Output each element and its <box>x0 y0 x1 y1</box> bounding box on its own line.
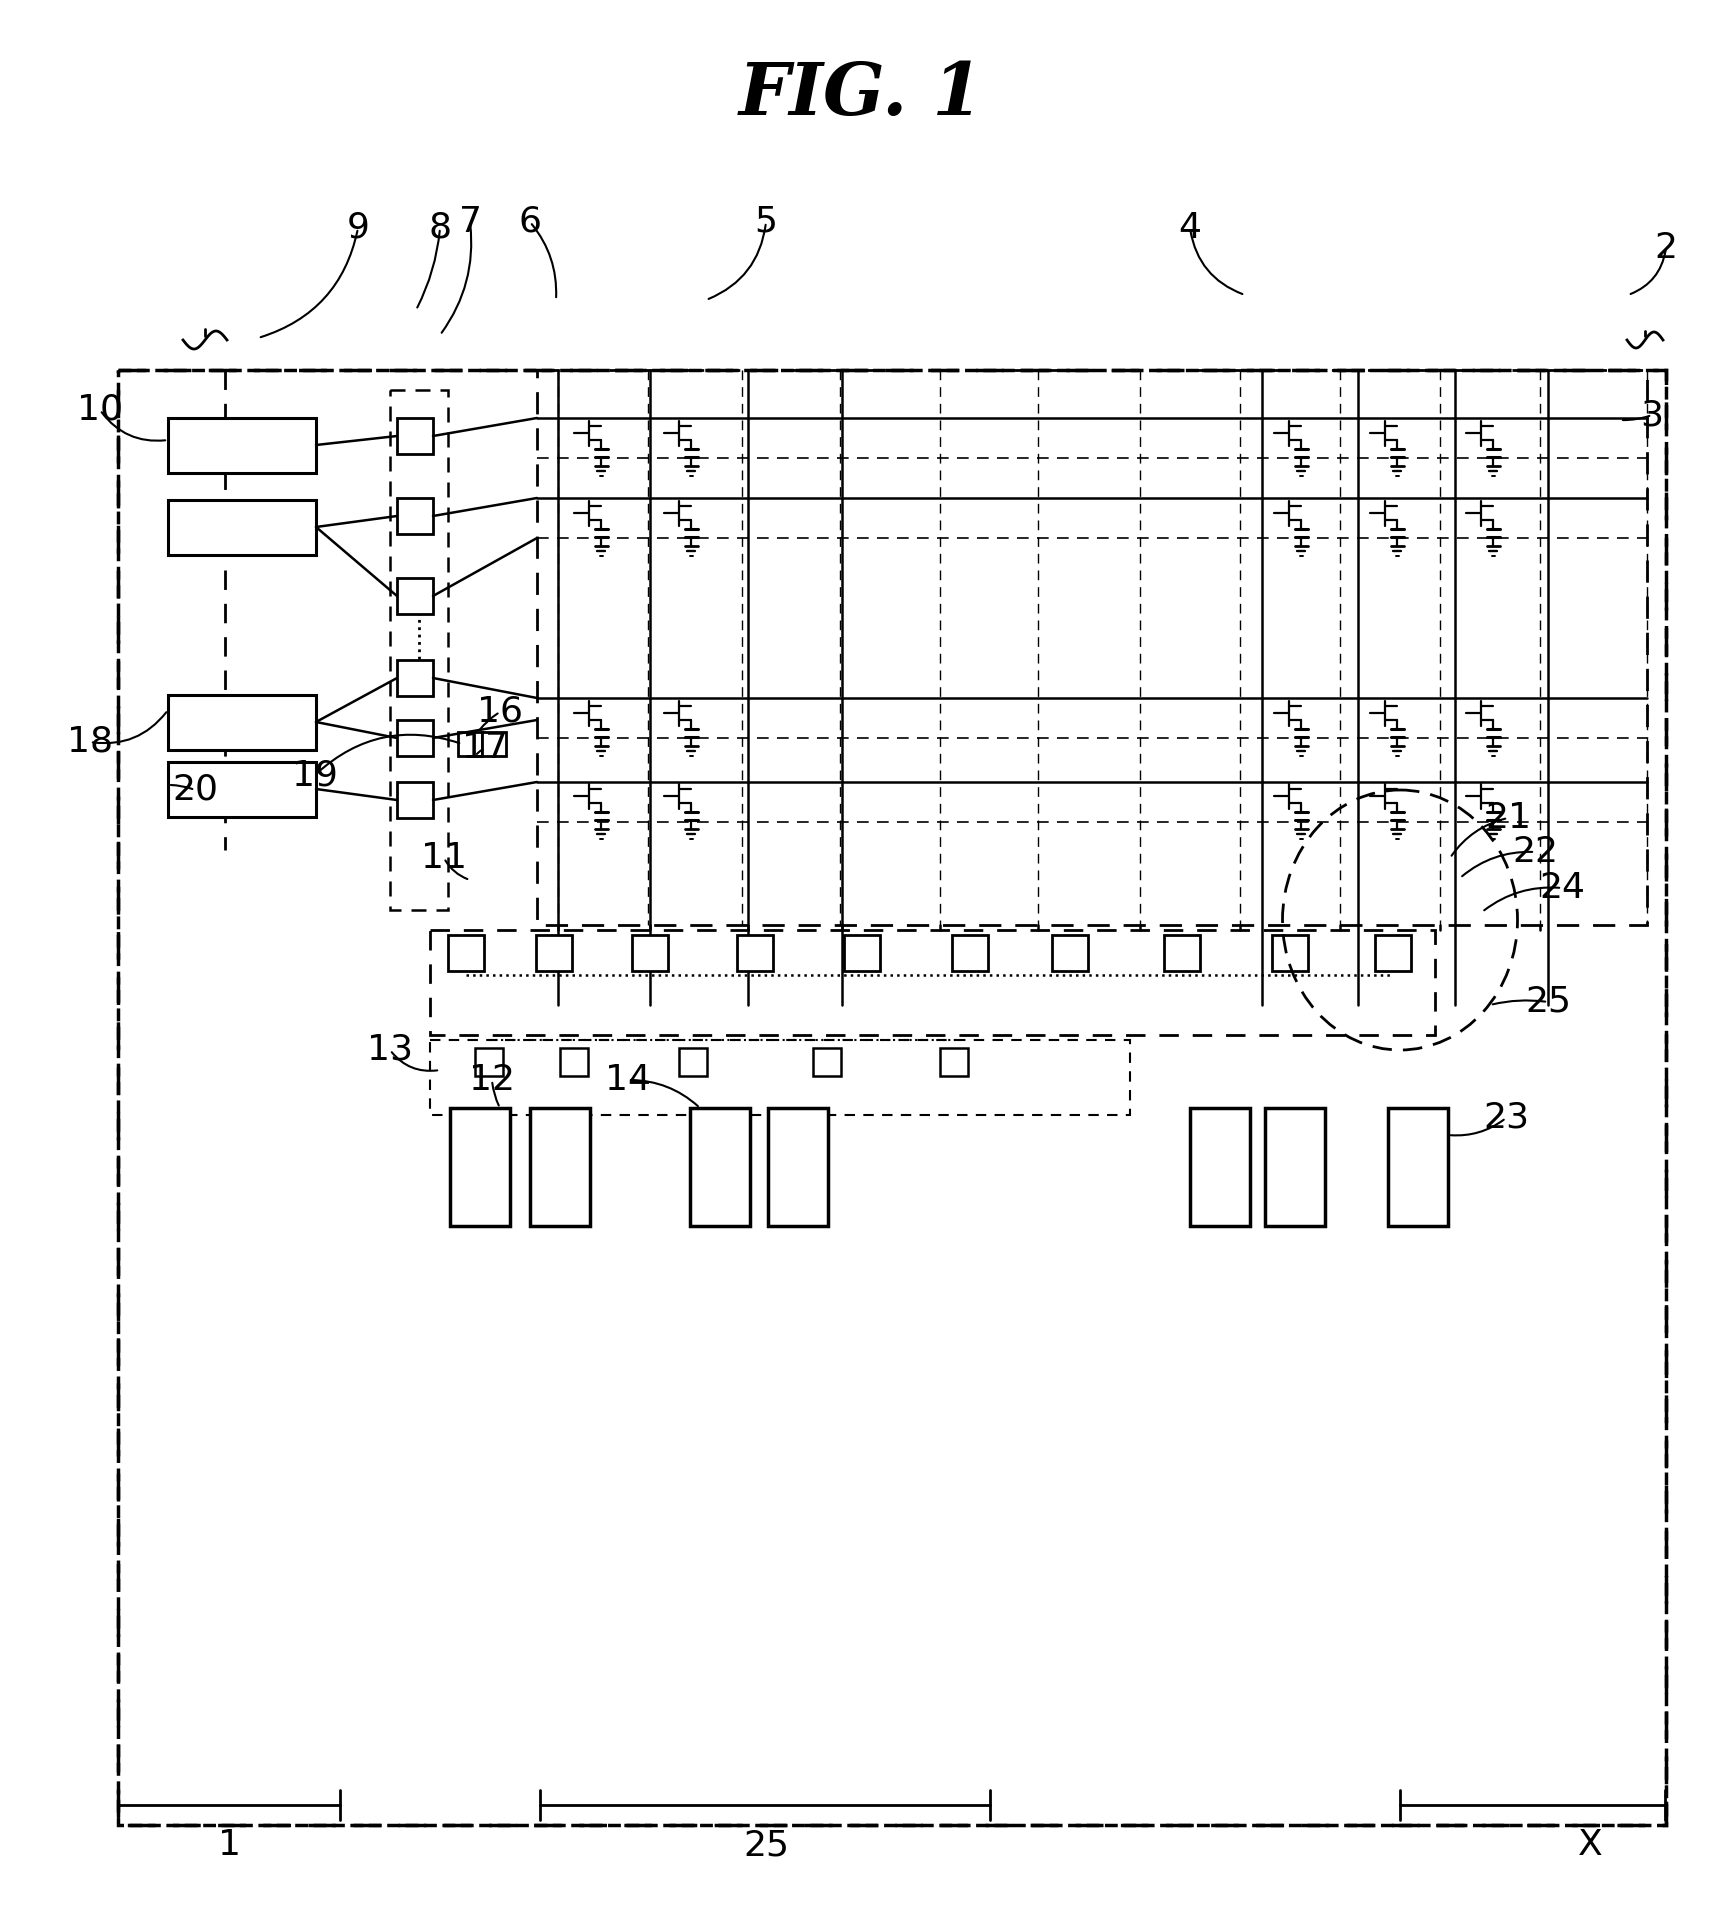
Bar <box>678 1047 708 1076</box>
Bar <box>737 935 773 972</box>
Text: 14: 14 <box>604 1063 651 1097</box>
Bar <box>482 732 506 755</box>
Bar <box>448 935 484 972</box>
Text: 25: 25 <box>1526 985 1570 1018</box>
Text: 22: 22 <box>1512 835 1558 869</box>
Text: 16: 16 <box>477 696 523 728</box>
Text: 25: 25 <box>742 1828 789 1862</box>
Bar <box>475 1047 503 1076</box>
Bar <box>536 935 572 972</box>
Bar <box>1052 935 1088 972</box>
Text: 13: 13 <box>367 1034 413 1066</box>
Bar <box>691 1107 751 1227</box>
Bar <box>952 935 988 972</box>
Bar <box>1164 935 1200 972</box>
Bar <box>1388 1107 1448 1227</box>
Text: 6: 6 <box>518 205 541 240</box>
Bar <box>449 1107 510 1227</box>
Text: 20: 20 <box>172 773 219 808</box>
Bar <box>537 371 1646 925</box>
Bar <box>844 935 880 972</box>
Bar <box>813 1047 840 1076</box>
Text: 2: 2 <box>1655 232 1677 265</box>
Text: FIG. 1: FIG. 1 <box>739 60 983 131</box>
Text: 21: 21 <box>1484 802 1531 835</box>
Bar <box>398 578 432 614</box>
Bar <box>119 371 1665 1826</box>
Bar <box>458 732 482 755</box>
Bar <box>389 390 448 910</box>
Bar <box>169 696 317 750</box>
Bar <box>430 929 1434 1036</box>
Bar <box>1190 1107 1250 1227</box>
Bar <box>398 782 432 817</box>
Text: 9: 9 <box>346 211 370 245</box>
Bar <box>398 417 432 454</box>
Bar <box>1273 935 1309 972</box>
Bar <box>398 498 432 533</box>
Text: 5: 5 <box>754 205 778 240</box>
Bar <box>169 500 317 554</box>
Bar <box>560 1047 587 1076</box>
Text: 3: 3 <box>1641 398 1663 433</box>
Text: 10: 10 <box>77 392 122 427</box>
Text: 18: 18 <box>67 724 114 759</box>
Bar <box>119 371 1665 1826</box>
Bar <box>169 761 317 817</box>
Text: 17: 17 <box>461 730 508 765</box>
Bar <box>1266 1107 1324 1227</box>
Text: X: X <box>1577 1828 1603 1862</box>
Text: 8: 8 <box>429 211 451 245</box>
Bar <box>430 1039 1130 1115</box>
Bar <box>1374 935 1410 972</box>
Text: 4: 4 <box>1178 211 1202 245</box>
Text: 12: 12 <box>468 1063 515 1097</box>
Text: 11: 11 <box>420 840 467 875</box>
Bar <box>398 721 432 755</box>
Text: 23: 23 <box>1483 1101 1529 1134</box>
Text: 1: 1 <box>219 1828 241 1862</box>
Text: 24: 24 <box>1539 871 1584 904</box>
Text: 19: 19 <box>293 757 338 792</box>
Bar <box>632 935 668 972</box>
Bar <box>940 1047 968 1076</box>
Bar <box>398 661 432 696</box>
Bar <box>530 1107 591 1227</box>
Bar <box>169 417 317 473</box>
Text: 7: 7 <box>458 205 482 240</box>
Bar <box>768 1107 828 1227</box>
